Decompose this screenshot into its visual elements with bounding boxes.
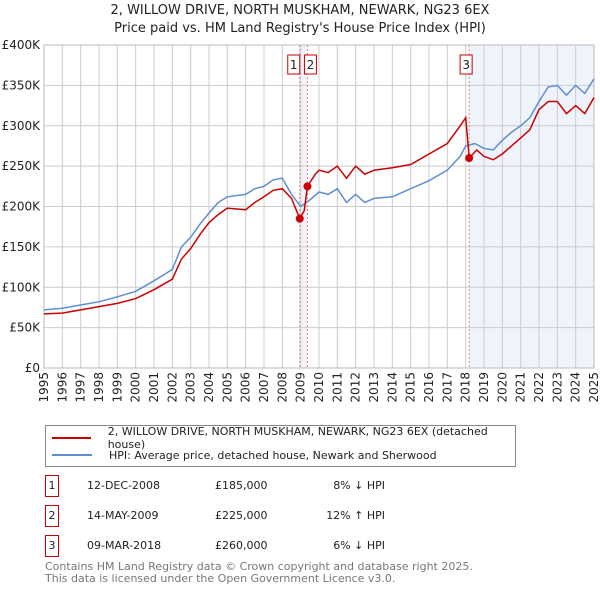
- sale-hpi-diff: 6% ↓ HPI: [333, 539, 385, 552]
- x-tick-label: 2004: [202, 372, 216, 403]
- sale-point: [303, 182, 312, 191]
- sale-label: 1: [290, 58, 298, 72]
- price-chart: 1995 1996 1997 1998 1999 2000 2001 2002 2003 2004…: [2, 38, 600, 403]
- x-tick-label: 1999: [110, 372, 124, 403]
- chart-subtitle: Price paid vs. HM Land Registry's House …: [114, 21, 486, 36]
- sale-price: £185,000: [215, 479, 268, 492]
- footer: Contains HM Land Registry data © Crown c…: [45, 561, 473, 585]
- x-tick-label: 2023: [550, 372, 564, 403]
- x-tick-label: 2002: [165, 372, 179, 403]
- x-tick-label: 2022: [532, 372, 546, 403]
- sale-label: 3: [462, 58, 470, 72]
- sale-date: 14-MAY-2009: [87, 509, 159, 522]
- x-tick-label: 2011: [330, 372, 344, 403]
- property-series-line: [43, 97, 595, 315]
- sale-label-box: [287, 54, 301, 75]
- legend: 2, WILLOW DRIVE, NORTH MUSKHAM, NEWARK, …: [45, 425, 516, 467]
- x-tick-label: 2006: [239, 372, 253, 403]
- x-tick-label: 2020: [495, 372, 509, 403]
- x-tick-label: 2013: [367, 372, 381, 403]
- sale-badge: 3: [45, 535, 59, 557]
- x-tick-label: 2016: [422, 372, 436, 403]
- x-tick-label: 1998: [92, 372, 106, 403]
- sale-badge: 2: [45, 505, 59, 527]
- x-tick-label: 2007: [257, 372, 271, 403]
- y-tick-label: £0: [25, 361, 40, 375]
- legend-label: HPI: Average price, detached house, Newa…: [109, 448, 437, 462]
- y-tick-label: £400K: [2, 38, 42, 52]
- sale-date: 09-MAR-2018: [87, 539, 162, 552]
- sale-label-box: [459, 54, 473, 75]
- x-tick-label: 2015: [404, 372, 418, 403]
- hpi-series-line: [43, 78, 595, 311]
- y-tick-label: £200K: [2, 200, 42, 214]
- legend-swatch-red: [52, 437, 91, 439]
- x-tick-label: 2012: [349, 372, 363, 403]
- sale-date: 12-DEC-2008: [87, 479, 161, 492]
- x-tick-label: 2000: [129, 372, 143, 403]
- x-tick-label: 2014: [385, 372, 399, 403]
- chart-title: 2, WILLOW DRIVE, NORTH MUSKHAM, NEWARK, …: [110, 3, 490, 18]
- x-tick-label: 2005: [220, 372, 234, 403]
- x-tick-label: 2018: [459, 372, 473, 403]
- y-tick-label: £250K: [2, 159, 42, 173]
- sale-label-box: [303, 54, 317, 75]
- x-tick-label: 2008: [275, 372, 289, 403]
- sale-point: [295, 214, 304, 223]
- x-tick-label: 2010: [312, 372, 326, 403]
- sale-point: [465, 154, 474, 163]
- sale-price: £225,000: [215, 509, 268, 522]
- y-tick-label: £350K: [2, 78, 42, 92]
- y-tick-label: £100K: [2, 280, 42, 294]
- y-tick-label: £300K: [2, 119, 42, 133]
- x-tick-label: 2025: [587, 372, 600, 403]
- x-tick-label: 2024: [569, 372, 583, 403]
- footer-line: Contains HM Land Registry data © Crown c…: [45, 560, 473, 573]
- sale-badge: 1: [45, 475, 59, 497]
- sale-price: £260,000: [215, 539, 268, 552]
- x-tick-label: 1997: [74, 372, 88, 403]
- legend-label: 2, WILLOW DRIVE, NORTH MUSKHAM, NEWARK, …: [107, 425, 488, 451]
- plot-frame: [43, 44, 595, 369]
- sale-hpi-diff: 8% ↓ HPI: [333, 479, 385, 492]
- sale-hpi-diff: 12% ↑ HPI: [326, 509, 385, 522]
- x-tick-label: 1996: [55, 372, 69, 403]
- y-tick-label: £150K: [2, 240, 42, 254]
- x-tick-label: 2003: [184, 372, 198, 403]
- x-tick-label: 2021: [514, 372, 528, 403]
- x-tick-label: 2019: [477, 372, 491, 403]
- x-tick-label: 2009: [294, 372, 308, 403]
- x-tick-label: 2017: [440, 372, 454, 403]
- legend-swatch-blue: [52, 454, 92, 456]
- legend-item-property: 2, WILLOW DRIVE, NORTH MUSKHAM, NEWARK, …: [46, 425, 515, 451]
- x-tick-label: 2001: [147, 372, 161, 403]
- legend-item-hpi: HPI: Average price, detached house, Newa…: [46, 447, 437, 463]
- y-tick-label: £50K: [9, 321, 41, 335]
- sale-label: 2: [307, 58, 315, 72]
- footer-line: This data is licensed under the Open Gov…: [45, 572, 396, 585]
- x-tick-label: 1995: [37, 372, 51, 403]
